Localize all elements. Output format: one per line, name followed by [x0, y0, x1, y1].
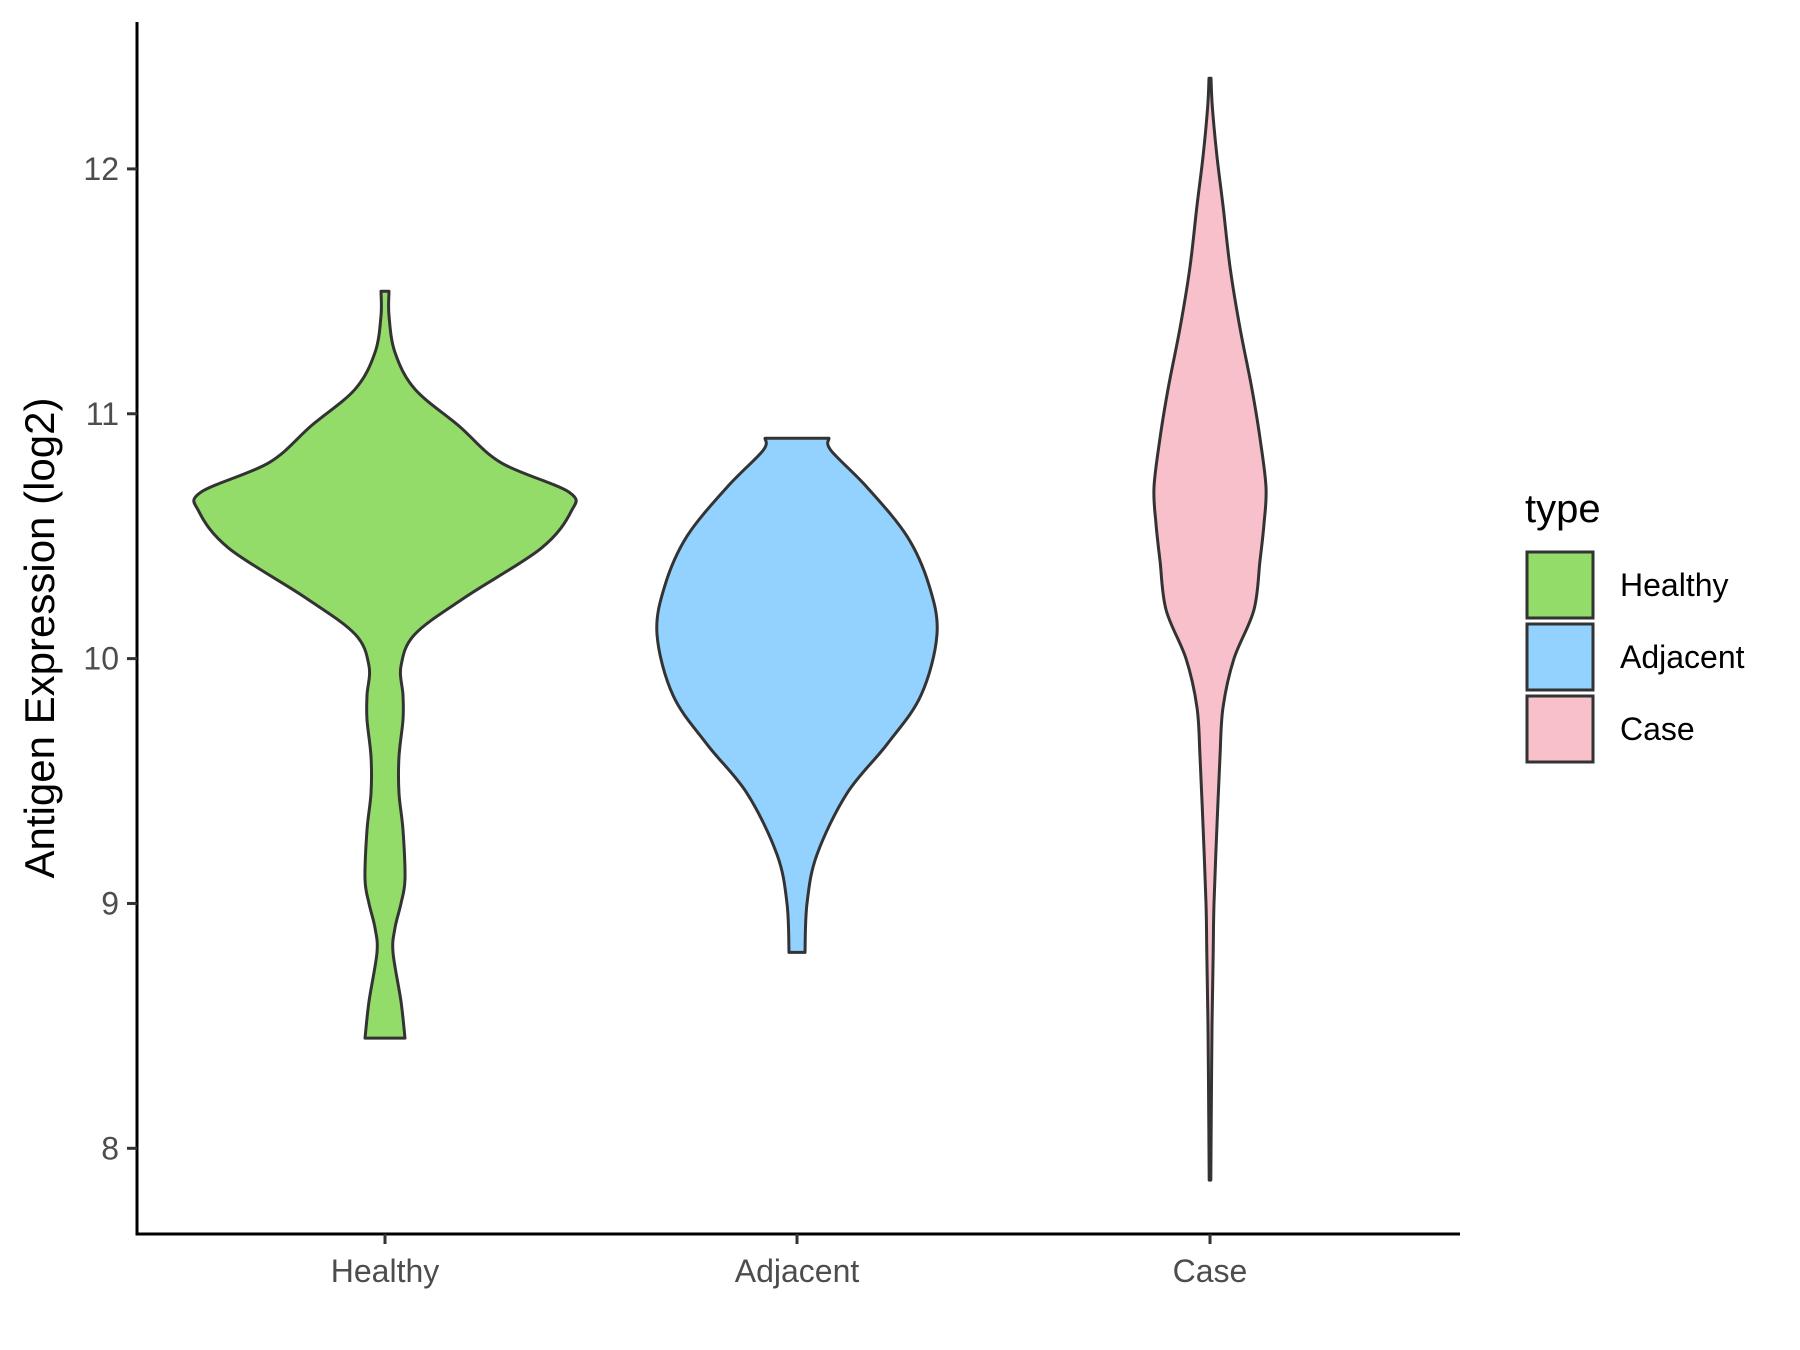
legend-key-case — [1525, 694, 1595, 764]
violin-healthy — [192, 289, 578, 1040]
y-tick-label: 12 — [83, 151, 119, 187]
y-tick-label: 10 — [83, 641, 119, 677]
y-ticks: 8 9 10 11 12 — [83, 151, 137, 1166]
x-ticks: Healthy Adjacent Case — [331, 1234, 1248, 1289]
violin-adjacent — [655, 436, 939, 954]
y-tick-label: 11 — [86, 396, 119, 432]
x-tick-label: Case — [1173, 1253, 1248, 1289]
violin-layer — [192, 76, 1268, 1182]
legend-label-adjacent: Adjacent — [1620, 639, 1745, 675]
violin-case — [1152, 76, 1268, 1182]
legend-label-case: Case — [1620, 711, 1695, 747]
y-axis-title: Antigen Expression (log2) — [16, 398, 63, 879]
legend: type Healthy Adjacent Case — [1525, 487, 1745, 764]
legend-label-healthy: Healthy — [1620, 567, 1729, 603]
y-tick-label: 8 — [101, 1130, 119, 1166]
legend-title: type — [1525, 487, 1601, 531]
legend-key-adjacent — [1525, 622, 1595, 692]
axes: 8 9 10 11 12 Healthy Adjacent Case — [83, 22, 1460, 1289]
x-tick-label: Adjacent — [735, 1253, 860, 1289]
x-tick-label: Healthy — [331, 1253, 440, 1289]
legend-items: Healthy Adjacent Case — [1525, 550, 1745, 764]
legend-key-healthy — [1525, 550, 1595, 620]
y-tick-label: 9 — [101, 885, 119, 921]
